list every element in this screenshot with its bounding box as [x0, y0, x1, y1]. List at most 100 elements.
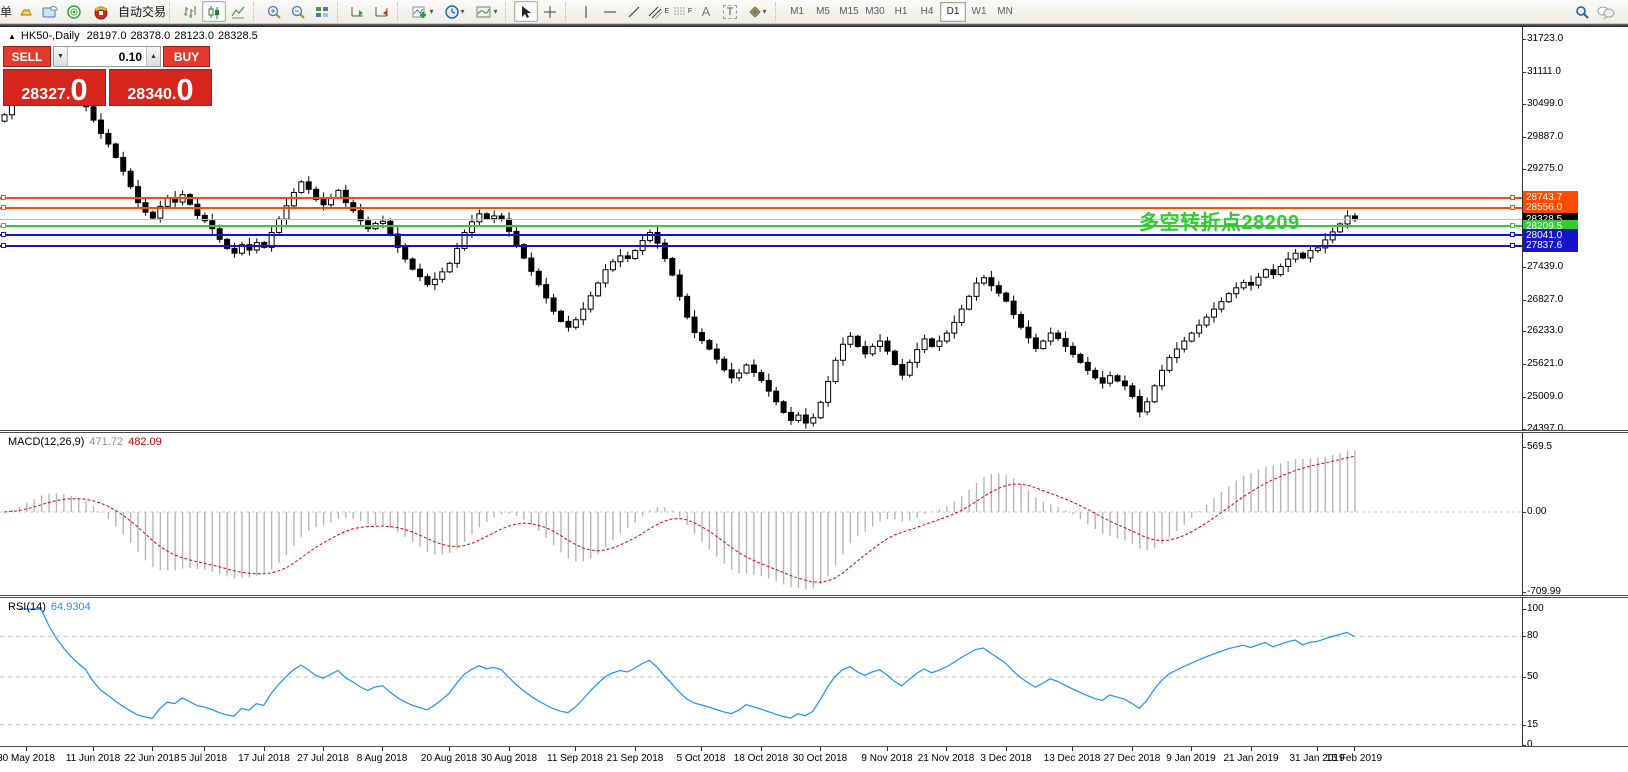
crosshair-icon[interactable] — [538, 1, 562, 22]
axis-tick-mark — [1522, 267, 1526, 268]
sell-button[interactable]: SELL — [3, 46, 51, 67]
indicators-icon[interactable]: ▾ — [406, 1, 438, 22]
new-order-button[interactable]: 单 — [0, 5, 13, 19]
line-anchor[interactable] — [1510, 242, 1515, 248]
periods-icon[interactable]: ▾ — [438, 1, 470, 22]
separator — [565, 2, 571, 21]
date-tick-mark — [26, 747, 27, 751]
equidistant-channel-icon[interactable]: E — [646, 1, 670, 22]
timeframe-w1[interactable]: W1 — [971, 6, 987, 17]
templates-icon[interactable]: ▾ — [470, 1, 502, 22]
timeframe-h4[interactable]: H4 — [920, 6, 934, 17]
timeframe-m15[interactable]: M15 — [839, 6, 859, 17]
separator — [253, 2, 259, 21]
macd-pane[interactable] — [0, 433, 1522, 595]
line-anchor[interactable] — [1510, 223, 1515, 229]
top-toolbar: 单 自动交易 ▾ ▾ — [0, 0, 1628, 24]
horizontal-trend-line[interactable] — [0, 223, 1522, 229]
line-anchor[interactable] — [1510, 232, 1515, 238]
line-anchor[interactable] — [1, 232, 6, 238]
zoom-out-icon[interactable] — [286, 1, 310, 22]
axis-tick-label: 26827.0 — [1527, 294, 1564, 305]
rsi-pane[interactable] — [0, 598, 1522, 746]
line-anchor[interactable] — [1, 223, 6, 229]
rsi-label: RSI(14) 64.9304 — [8, 601, 91, 613]
fibonacci-icon[interactable]: F — [670, 1, 694, 22]
macd-label: MACD(12,26,9) 471.72 482.09 — [8, 436, 162, 448]
timeframe-mn[interactable]: MN — [997, 6, 1013, 17]
axis-tick-label: 31111.0 — [1527, 66, 1561, 77]
trendline-icon[interactable] — [622, 1, 646, 22]
line-anchor[interactable] — [1510, 204, 1515, 210]
chevron-down-icon: ▾ — [460, 7, 465, 16]
date-tick-mark — [382, 747, 383, 751]
cursor-icon[interactable] — [514, 1, 539, 22]
date-label: 31 Jan 2019 — [1289, 753, 1345, 764]
line-anchor[interactable] — [1, 204, 6, 210]
tile-windows-icon[interactable] — [310, 1, 334, 22]
bar-chart-icon[interactable] — [178, 1, 202, 22]
volume-decrease-button[interactable]: ▼ — [54, 47, 68, 66]
timeframe-m30[interactable]: M30 — [865, 6, 885, 17]
timeframe-h1[interactable]: H1 — [894, 6, 908, 17]
line-anchor[interactable] — [1, 194, 6, 200]
deposit-gold-icon[interactable] — [14, 1, 38, 22]
date-label: 11 Jun 2018 — [65, 753, 121, 764]
auto-scroll-icon[interactable] — [346, 1, 370, 22]
chart-expand-icon[interactable]: ▲ — [8, 32, 16, 41]
line-chart-icon[interactable] — [226, 1, 250, 22]
horizontal-line-icon[interactable] — [598, 1, 622, 22]
candlestick-chart-icon[interactable] — [202, 1, 227, 22]
window-divider — [0, 24, 1628, 27]
pane-divider[interactable] — [0, 430, 1628, 433]
axis-tick-mark — [1522, 104, 1526, 105]
volume-increase-button[interactable]: ▲ — [146, 47, 160, 66]
volume-input[interactable]: 0.10 — [118, 49, 142, 64]
horizontal-trend-line[interactable] — [0, 232, 1522, 238]
price-axis-line — [1522, 27, 1523, 746]
autotrading-icon[interactable] — [86, 1, 116, 22]
date-label: 13 Dec 2018 — [1043, 753, 1101, 764]
chart-shift-icon[interactable] — [370, 1, 394, 22]
timeframe-m5[interactable]: M5 — [816, 6, 830, 17]
vertical-line-icon[interactable] — [574, 1, 598, 22]
chevron-down-icon: ▾ — [762, 7, 767, 16]
line-anchor[interactable] — [1, 242, 6, 248]
rsi-value: 64.9304 — [50, 601, 91, 613]
date-label: 27 Dec 2018 — [1103, 753, 1161, 764]
horizontal-trend-line[interactable] — [0, 194, 1522, 200]
bid-price-line[interactable] — [0, 219, 1522, 221]
date-label: 3 Dec 2018 — [980, 753, 1032, 764]
signals-icon[interactable] — [62, 1, 86, 22]
buy-button[interactable]: BUY — [163, 46, 210, 67]
text-icon[interactable]: A — [701, 4, 711, 19]
ohlc-close: 28328.5 — [217, 30, 258, 42]
sell-price-box[interactable]: 28327. 0 — [3, 69, 106, 106]
buy-price-box[interactable]: 28340. 0 — [109, 69, 212, 106]
horizontal-trend-line[interactable] — [0, 204, 1522, 210]
search-icon[interactable] — [1570, 1, 1594, 22]
date-label: 30 Oct 2018 — [792, 753, 848, 764]
timeframe-d1[interactable]: D1 — [940, 1, 967, 22]
autotrading-label[interactable]: 自动交易 — [118, 5, 167, 19]
pane-divider[interactable] — [0, 595, 1628, 598]
horizontal-trend-line[interactable] — [0, 242, 1522, 248]
axis-tick-mark — [1522, 429, 1526, 430]
date-tick-mark — [1191, 747, 1192, 751]
publish-icon[interactable] — [38, 1, 62, 22]
arrows-icon[interactable]: ▾ — [742, 1, 772, 22]
date-label: 18 Oct 2018 — [733, 753, 789, 764]
zoom-in-icon[interactable] — [262, 1, 286, 22]
chat-icon[interactable] — [1594, 1, 1618, 22]
axis-tick-label: 30499.0 — [1527, 98, 1564, 109]
timeframe-m1[interactable]: M1 — [790, 6, 804, 17]
date-tick-mark — [575, 747, 576, 751]
time-axis[interactable]: 30 May 2018 11 Jun 2018 22 Jun 2018 5 Jul 2… — [0, 747, 1628, 772]
axis-tick-label: 24397.0 — [1527, 423, 1564, 434]
channel-letter: E — [664, 8, 670, 15]
rsi-name: RSI(14) — [8, 601, 46, 613]
text-label-icon[interactable]: T — [718, 1, 742, 22]
buy-price: 28340 — [127, 86, 172, 103]
line-anchor[interactable] — [1510, 194, 1515, 200]
chart-annotation-text[interactable]: 多空转折点28209 — [1139, 212, 1300, 234]
